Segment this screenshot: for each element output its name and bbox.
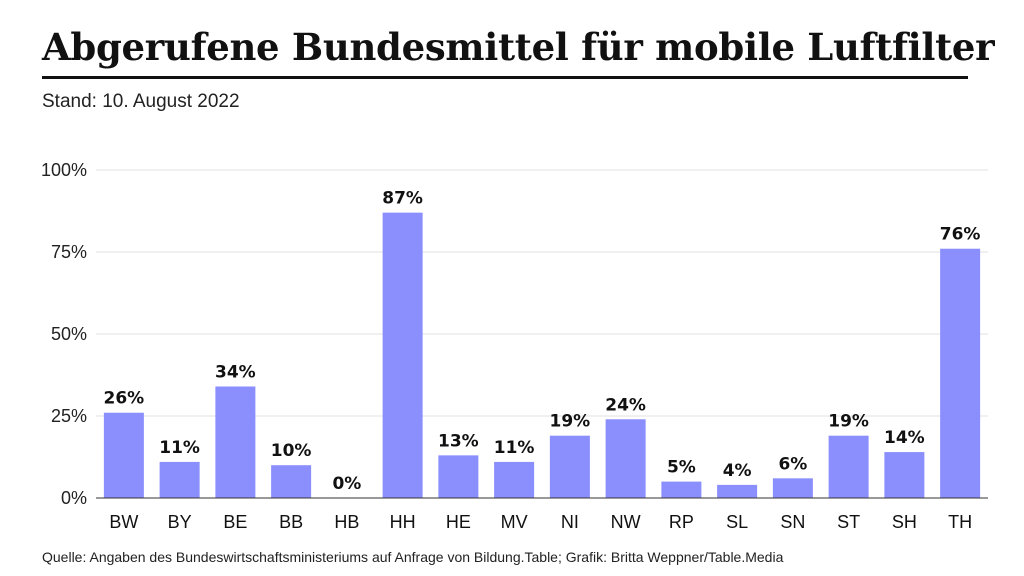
bar <box>494 461 535 498</box>
data-label: 34% <box>215 362 256 382</box>
data-label: 19% <box>550 412 591 432</box>
bar <box>382 212 423 498</box>
bar <box>159 461 200 498</box>
x-tick-label: SH <box>892 512 917 532</box>
x-tick-label: BY <box>168 512 192 532</box>
x-tick-label: BE <box>223 512 247 532</box>
x-tick-label: NW <box>611 512 641 532</box>
data-label: 11% <box>494 438 535 458</box>
data-label: 11% <box>159 438 200 458</box>
data-label: 6% <box>778 454 807 474</box>
x-tick-label: HB <box>334 512 359 532</box>
y-tick-label: 75% <box>51 242 87 262</box>
x-tick-label: MV <box>501 512 528 532</box>
data-label: 76% <box>940 225 981 245</box>
data-label: 0% <box>332 474 361 494</box>
x-tick-label: NI <box>561 512 579 532</box>
y-tick-label: 25% <box>51 406 87 426</box>
source-note: Quelle: Angaben des Bundeswirtschaftsmin… <box>42 549 784 565</box>
y-tick-label: 0% <box>61 488 87 508</box>
data-label: 4% <box>723 461 752 481</box>
data-label: 24% <box>605 395 646 415</box>
bar <box>438 455 479 498</box>
x-tick-label: TH <box>948 512 972 532</box>
title-underline <box>42 76 968 79</box>
data-label: 87% <box>382 189 423 209</box>
bar-chart: 0% 25% 50% 75% 100% 26% BW 11% BY 34% BE 10% BB 0% HB 8… <box>41 160 988 532</box>
bar <box>884 452 925 498</box>
x-tick-label: HH <box>390 512 416 532</box>
bar <box>717 484 758 498</box>
x-tick-label: RP <box>669 512 694 532</box>
x-tick-label: BW <box>109 512 138 532</box>
data-label: 10% <box>271 441 312 461</box>
data-label: 13% <box>438 431 479 451</box>
data-label: 14% <box>884 428 925 448</box>
x-tick-label: BB <box>279 512 303 532</box>
bar <box>940 248 981 498</box>
bar <box>549 435 590 498</box>
data-label: 26% <box>104 389 145 409</box>
chart-subtitle: Stand: 10. August 2022 <box>42 91 240 112</box>
bar <box>772 478 813 498</box>
bar <box>661 481 702 498</box>
x-tick-label: SN <box>780 512 805 532</box>
data-label: 5% <box>667 458 696 478</box>
x-tick-label: SL <box>726 512 748 532</box>
bar <box>828 435 869 498</box>
bar <box>103 412 144 498</box>
bar <box>605 419 646 498</box>
bar <box>215 386 256 498</box>
data-label: 19% <box>828 412 869 432</box>
bar <box>271 465 312 498</box>
y-tick-label: 100% <box>41 160 87 180</box>
x-tick-label: HE <box>446 512 471 532</box>
x-tick-label: ST <box>837 512 860 532</box>
y-tick-label: 50% <box>51 324 87 344</box>
chart-title: Abgerufene Bundesmittel für mobile Luftf… <box>42 25 995 69</box>
